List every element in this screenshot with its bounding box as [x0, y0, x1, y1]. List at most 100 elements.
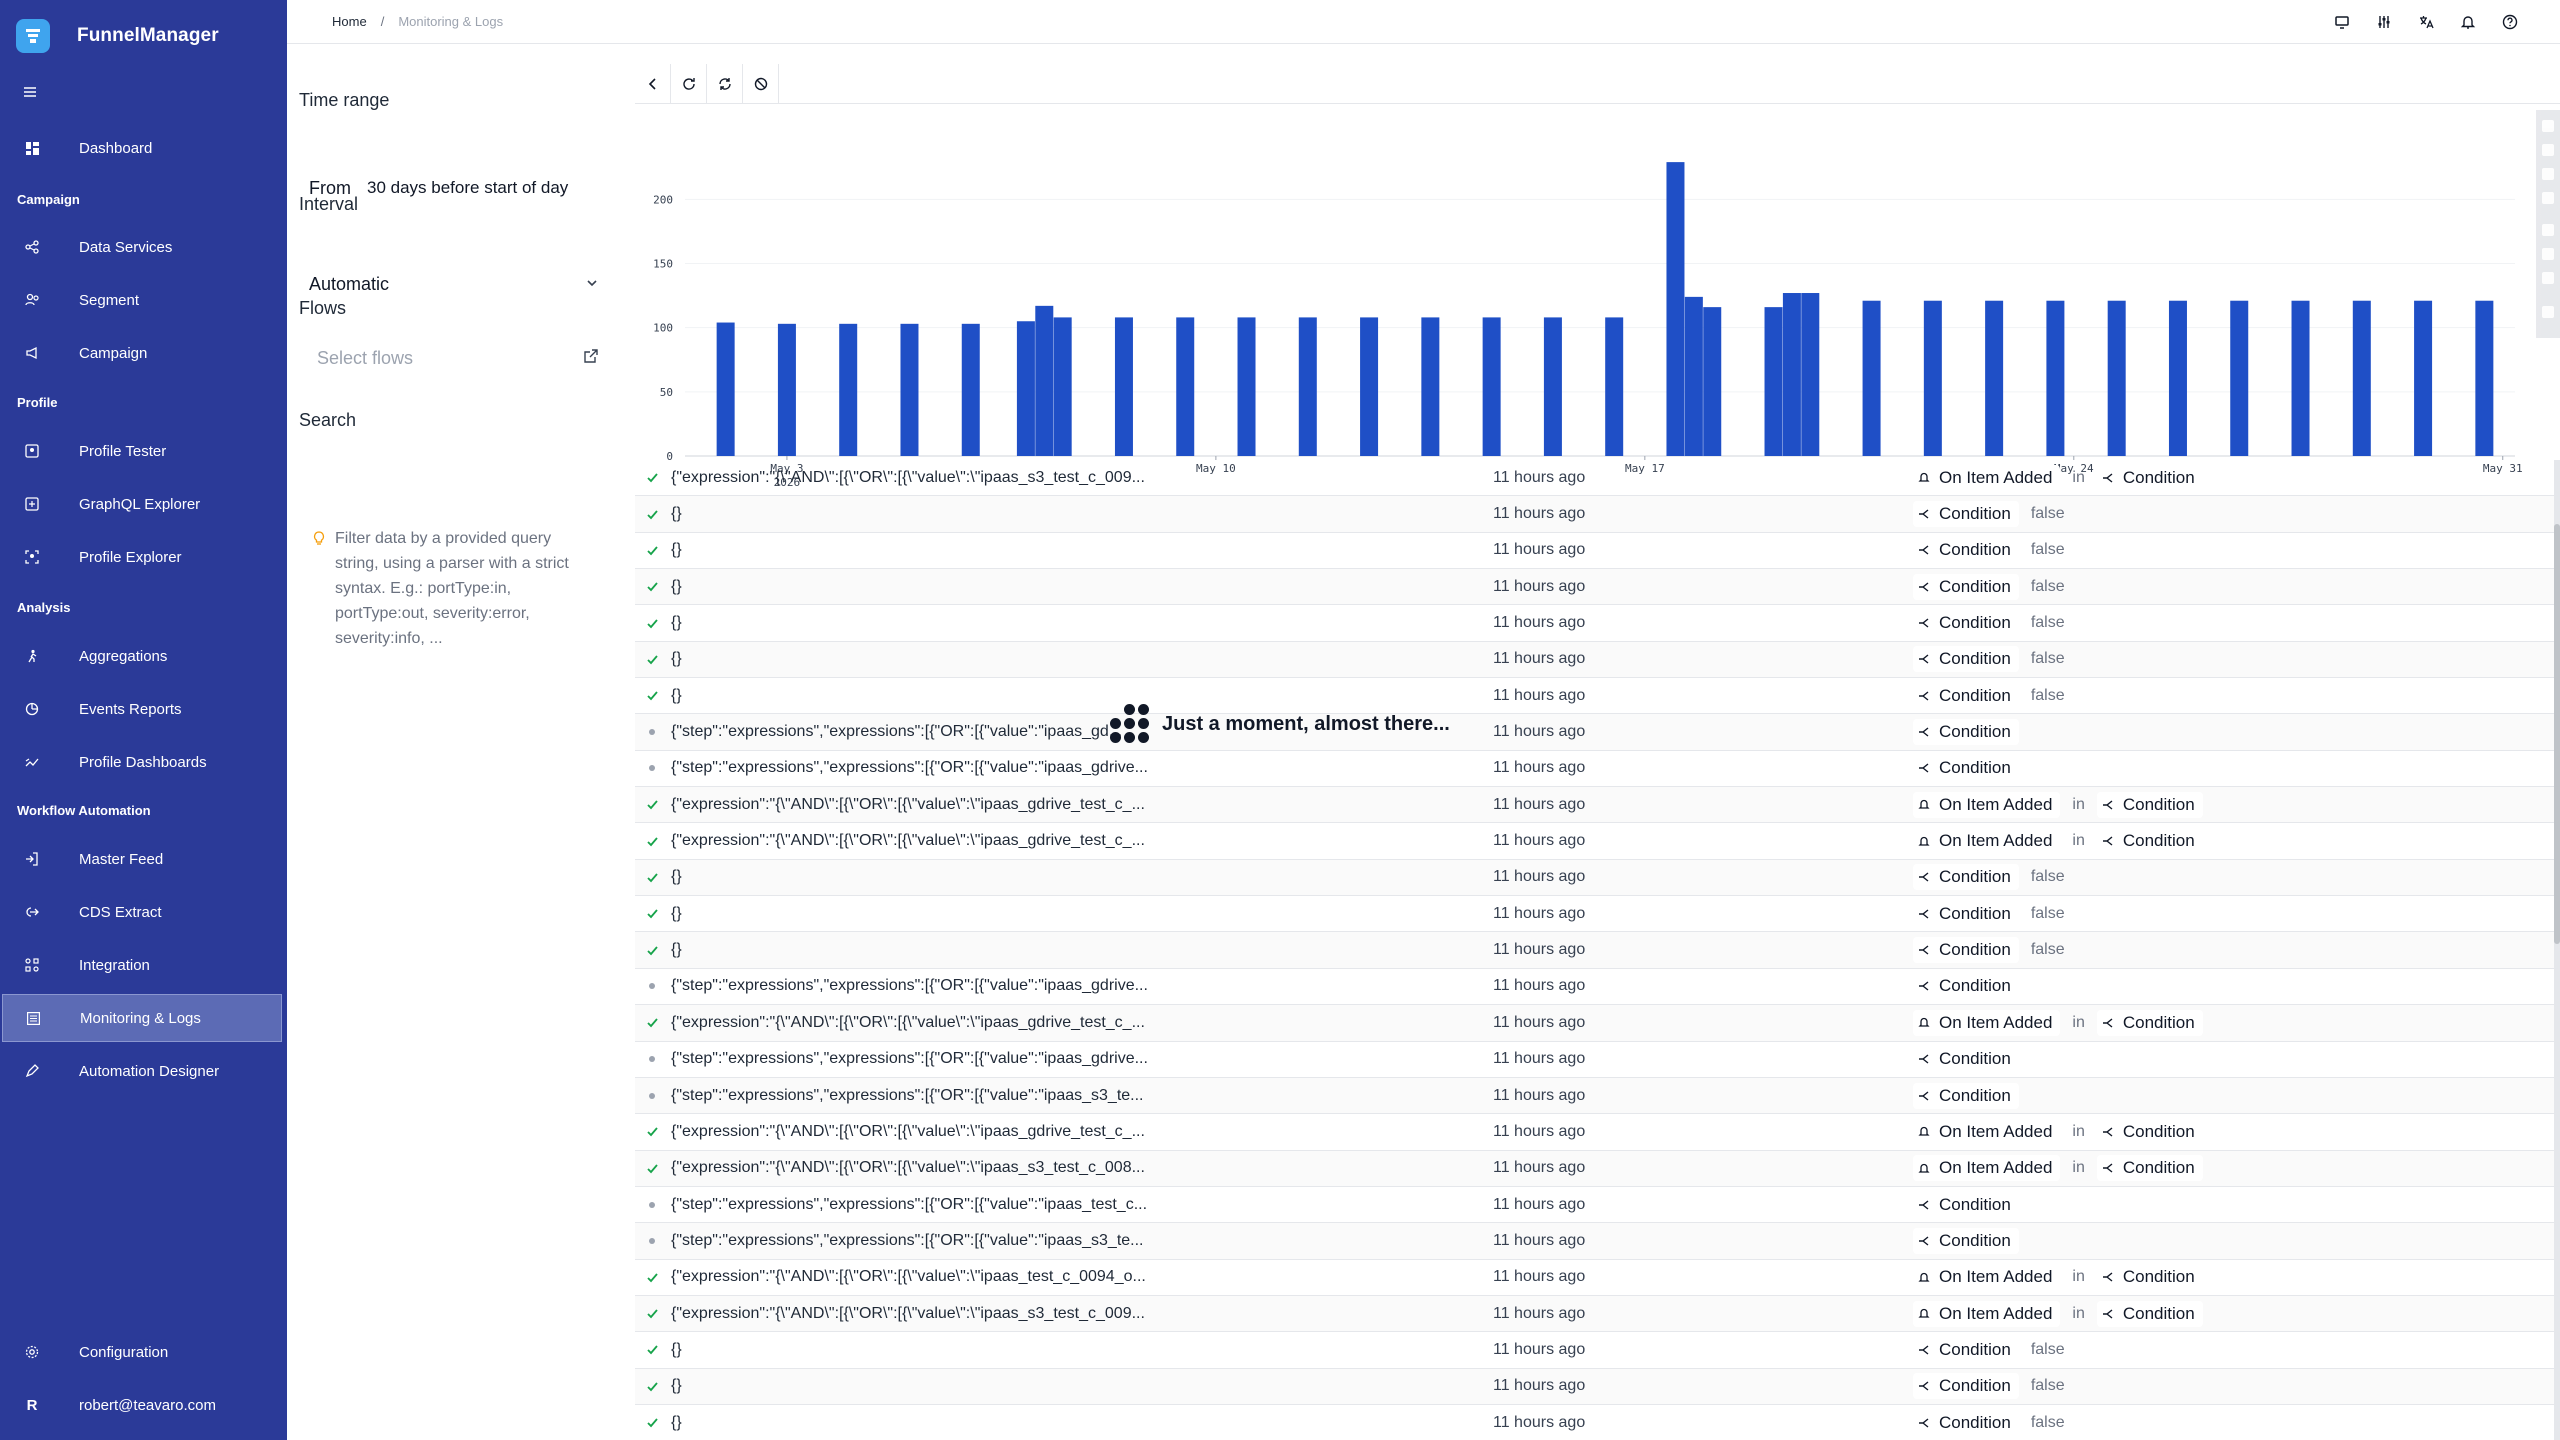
- node-chip[interactable]: Condition: [2096, 464, 2203, 491]
- trigger-chip[interactable]: On Item Added: [1913, 1264, 2061, 1291]
- help-icon[interactable]: [2500, 12, 2520, 32]
- nav-cds-extract[interactable]: CDS Extract: [2, 888, 282, 936]
- node-chip[interactable]: Condition: [2096, 828, 2203, 855]
- trigger-chip[interactable]: On Item Added: [1913, 1155, 2061, 1182]
- node-chip[interactable]: Condition: [2096, 791, 2203, 818]
- node-chip[interactable]: Condition: [2096, 1009, 2203, 1036]
- nav-integration[interactable]: Integration: [2, 941, 282, 989]
- trigger-chip[interactable]: On Item Added: [1913, 1118, 2061, 1145]
- breadcrumb-home[interactable]: Home: [332, 14, 367, 29]
- node-chip[interactable]: Condition: [1913, 1227, 2019, 1254]
- table-row[interactable]: {"step":"expressions","expressions":[{"O…: [635, 714, 2560, 751]
- node-chip[interactable]: Condition: [1913, 937, 2019, 964]
- table-row[interactable]: {} 11 hours ago Condition false: [635, 1405, 2560, 1440]
- node-chip[interactable]: Condition: [1913, 1336, 2019, 1363]
- refresh-button[interactable]: [671, 64, 707, 104]
- table-row[interactable]: {"expression":"{\"AND\":[{\"OR\":[{\"val…: [635, 823, 2560, 860]
- node-chip[interactable]: Condition: [2096, 1264, 2203, 1291]
- table-row[interactable]: {} 11 hours ago Condition false: [635, 932, 2560, 969]
- from-value[interactable]: 30 days before start of day: [367, 178, 569, 197]
- table-row[interactable]: {"step":"expressions","expressions":[{"O…: [635, 1077, 2560, 1115]
- node-chip[interactable]: Condition: [2096, 1118, 2203, 1145]
- node-chip[interactable]: Condition: [2096, 1155, 2203, 1182]
- node-chip[interactable]: Condition: [1913, 537, 2019, 564]
- nav-automation-designer[interactable]: Automation Designer: [2, 1047, 282, 1095]
- trigger-chip[interactable]: On Item Added: [1913, 1009, 2061, 1036]
- menu-toggle-icon[interactable]: [22, 84, 38, 100]
- table-row[interactable]: {"step":"expressions","expressions":[{"O…: [635, 969, 2560, 1006]
- node-chip[interactable]: Condition: [1913, 1373, 2019, 1400]
- table-row[interactable]: {"step":"expressions","expressions":[{"O…: [635, 751, 2560, 788]
- trigger-chip[interactable]: On Item Added: [1913, 828, 2061, 855]
- nav-campaign[interactable]: Campaign: [2, 329, 282, 377]
- node-chip[interactable]: Condition: [1913, 973, 2019, 1000]
- node-chip[interactable]: Condition: [1913, 501, 2019, 528]
- table-row[interactable]: {} 11 hours ago Condition false: [635, 641, 2560, 679]
- nav-profile-tester[interactable]: Profile Tester: [2, 427, 282, 475]
- trigger-chip[interactable]: On Item Added: [1913, 791, 2061, 818]
- nav-configuration[interactable]: Configuration: [2, 1328, 282, 1376]
- table-row[interactable]: {"step":"expressions","expressions":[{"O…: [635, 1042, 2560, 1078]
- node-chip[interactable]: Condition: [1913, 1409, 2019, 1436]
- interval-select[interactable]: Automatic: [309, 274, 599, 295]
- node-chip[interactable]: Condition: [1913, 755, 2019, 782]
- back-button[interactable]: [635, 64, 671, 104]
- nav-profile-explorer[interactable]: Profile Explorer: [2, 533, 282, 581]
- table-row[interactable]: {} 11 hours ago Condition false: [635, 1368, 2560, 1405]
- table-row[interactable]: {} 11 hours ago Condition false: [635, 678, 2560, 715]
- table-scrollbar[interactable]: [2554, 460, 2560, 1440]
- trigger-chip[interactable]: On Item Added: [1913, 1300, 2061, 1327]
- table-row[interactable]: {} 11 hours ago Condition false: [635, 859, 2560, 897]
- node-chip[interactable]: Condition: [1913, 573, 2019, 600]
- nav-master-feed[interactable]: Master Feed: [2, 835, 282, 883]
- node-chip[interactable]: Condition: [1913, 682, 2019, 709]
- table-row[interactable]: {"step":"expressions","expressions":[{"O…: [635, 1187, 2560, 1224]
- table-row[interactable]: {} 11 hours ago Condition false: [635, 896, 2560, 933]
- nav-data-services[interactable]: Data Services: [2, 223, 282, 271]
- node-chip[interactable]: Condition: [1913, 1046, 2019, 1073]
- node-chip[interactable]: Condition: [2096, 1300, 2203, 1327]
- block-button[interactable]: [743, 64, 779, 104]
- bell-icon[interactable]: [2458, 12, 2478, 32]
- table-row[interactable]: {} 11 hours ago Condition false: [635, 569, 2560, 606]
- table-row[interactable]: {} 11 hours ago Condition false: [635, 605, 2560, 642]
- table-row[interactable]: {"expression":"{\"AND\":[{\"OR\":[{\"val…: [635, 1150, 2560, 1187]
- trigger-chip[interactable]: On Item Added: [1913, 464, 2061, 491]
- brand[interactable]: FunnelManager: [16, 18, 219, 54]
- nav-segment[interactable]: Segment: [2, 276, 282, 324]
- nav-profile-dashboards[interactable]: Profile Dashboards: [2, 738, 282, 786]
- table-row[interactable]: {"expression":"{\"AND\":[{\"OR\":[{\"val…: [635, 1295, 2560, 1333]
- translate-icon[interactable]: [2416, 12, 2436, 32]
- table-row[interactable]: {"expression":"{\"AND\":[{\"OR\":[{\"val…: [635, 787, 2560, 824]
- nav-monitoring-logs[interactable]: Monitoring & Logs: [2, 994, 282, 1042]
- node-chip[interactable]: Condition: [1913, 1191, 2019, 1218]
- flows-select[interactable]: Select flows: [317, 348, 599, 369]
- nav-events-reports[interactable]: Events Reports: [2, 685, 282, 733]
- node-chip[interactable]: Condition: [1913, 610, 2019, 637]
- nav-graphql-explorer[interactable]: GraphQL Explorer: [2, 480, 282, 528]
- node-chip[interactable]: Condition: [1913, 900, 2019, 927]
- user-menu[interactable]: R robert@teavaro.com: [2, 1381, 282, 1429]
- table-row[interactable]: {} 11 hours ago Condition false: [635, 1332, 2560, 1369]
- table-row[interactable]: {"expression":"{\"AND\":[{\"OR\":[{\"val…: [635, 1114, 2560, 1151]
- auto-refresh-button[interactable]: [707, 64, 743, 104]
- table-row[interactable]: {} 11 hours ago Condition false: [635, 496, 2560, 533]
- in-label: in: [2072, 1268, 2085, 1286]
- table-row[interactable]: {"step":"expressions","expressions":[{"O…: [635, 1223, 2560, 1260]
- node-chip[interactable]: Condition: [1913, 646, 2019, 673]
- monitor-icon[interactable]: [2332, 12, 2352, 32]
- node-chip[interactable]: Condition: [1913, 1082, 2019, 1109]
- pending-dot-icon: [645, 751, 659, 786]
- table-row[interactable]: {} 11 hours ago Condition false: [635, 533, 2560, 570]
- node-chip[interactable]: Condition: [1913, 719, 2019, 746]
- chart-bar: [1237, 317, 1256, 456]
- nav-dashboard[interactable]: Dashboard: [2, 124, 282, 172]
- table-row[interactable]: {"expression":"{\"AND\":[{\"OR\":[{\"val…: [635, 1260, 2560, 1296]
- table-row[interactable]: {"expression":"{\"AND\":[{\"OR\":[{\"val…: [635, 1005, 2560, 1042]
- table-row[interactable]: {"expression":"{\"AND\":[{\"OR\":[{\"val…: [635, 460, 2560, 497]
- node-chip[interactable]: Condition: [1913, 864, 2019, 891]
- sliders-icon[interactable]: [2374, 12, 2394, 32]
- table-scrollbar-thumb[interactable]: [2554, 524, 2560, 944]
- open-external-icon[interactable]: [583, 348, 599, 369]
- nav-aggregations[interactable]: Aggregations: [2, 632, 282, 680]
